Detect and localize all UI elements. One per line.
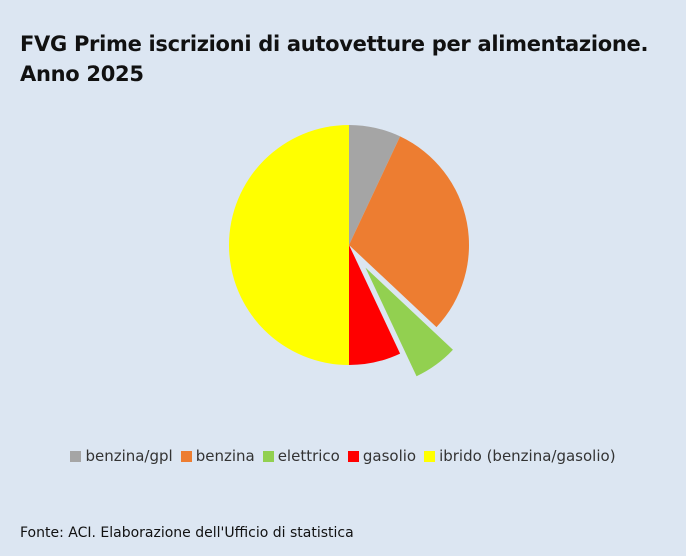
pie-slice xyxy=(349,125,401,245)
chart-title: Anno 2025 xyxy=(20,62,144,86)
pie-slice xyxy=(349,136,469,328)
pie-slice xyxy=(349,245,401,365)
plot xyxy=(229,125,469,377)
legend-swatch xyxy=(347,450,359,462)
legend-item: elettrico xyxy=(262,447,340,465)
legend-label: benzina xyxy=(195,447,255,465)
legend-item: ibrido (benzina/gasolio) xyxy=(424,447,616,465)
source-note: Fonte: ACI. Elaborazione dell'Ufficio di… xyxy=(20,525,354,541)
legend-swatch xyxy=(262,450,274,462)
legend-label: elettrico xyxy=(277,447,340,465)
legend: benzina/gpl benzina elettrico gasolio ibrido… xyxy=(0,447,686,465)
legend-item: gasolio xyxy=(347,447,417,465)
legend-label: benzina/gpl xyxy=(85,447,173,465)
legend-swatch xyxy=(180,450,192,462)
legend-item: benzina xyxy=(180,447,255,465)
legend-label: ibrido (benzina/gasolio) xyxy=(439,447,616,465)
pie-slice xyxy=(365,267,453,377)
pie-slice xyxy=(229,125,349,365)
legend-item: benzina/gpl xyxy=(70,447,173,465)
legend-swatch xyxy=(424,450,436,462)
chart-title: FVG Prime iscrizioni di autovetture per … xyxy=(20,32,649,56)
legend-label: gasolio xyxy=(362,447,417,465)
legend-swatch xyxy=(70,450,82,462)
